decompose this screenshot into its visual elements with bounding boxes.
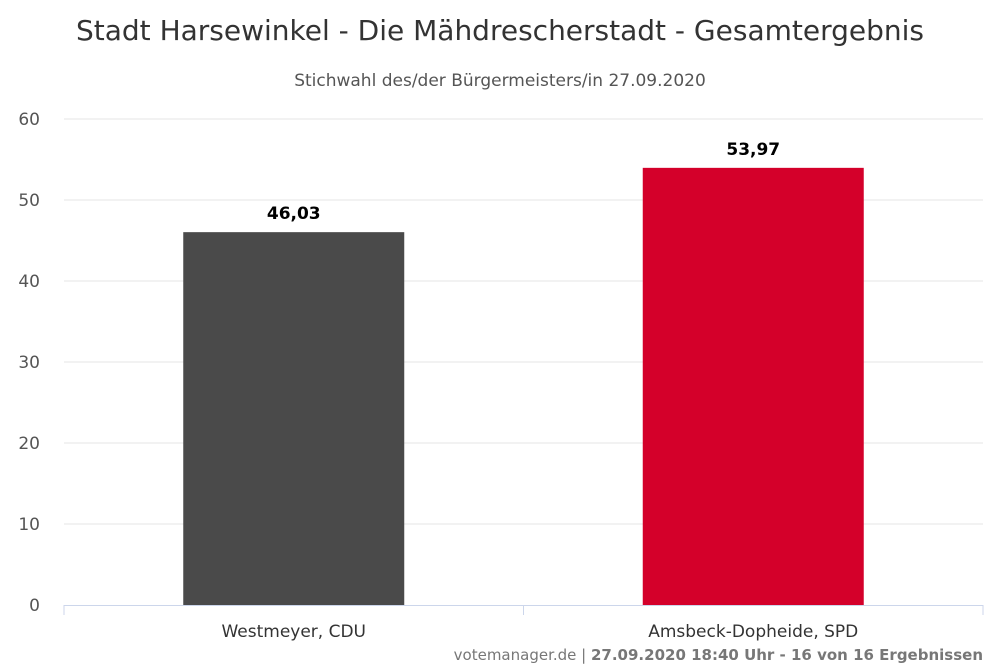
bar[interactable]: [642, 167, 864, 605]
credits-source[interactable]: votemanager.de: [454, 646, 577, 664]
y-tick-label: 0: [29, 596, 40, 616]
y-tick-label: 30: [18, 353, 40, 373]
y-axis-ticks: 0 10 20 30 40 50 60: [18, 110, 40, 616]
x-tick-label: Westmeyer, CDU: [221, 622, 366, 642]
y-tick-label: 60: [18, 110, 40, 130]
y-tick-label: 50: [18, 191, 40, 211]
y-tick-label: 20: [18, 434, 40, 454]
y-tick-label: 40: [18, 272, 40, 292]
y-tick-label: 10: [18, 515, 40, 535]
credits: votemanager.de | 27.09.2020 18:40 Uhr - …: [454, 646, 983, 664]
credits-status: 27.09.2020 18:40 Uhr - 16 von 16 Ergebni…: [591, 646, 983, 664]
credits-separator: |: [576, 646, 591, 664]
bar[interactable]: [183, 232, 405, 606]
x-tick-label: Amsbeck-Dopheide, SPD: [648, 622, 858, 642]
x-axis: Westmeyer, CDU Amsbeck-Dopheide, SPD: [63, 605, 984, 642]
bars: 46,03 53,97: [183, 140, 864, 606]
data-label: 46,03: [267, 204, 321, 224]
chart-subtitle: Stichwahl des/der Bürgermeisters/in 27.0…: [294, 71, 706, 91]
chart-title: Stadt Harsewinkel - Die Mähdrescherstadt…: [76, 14, 924, 47]
data-label: 53,97: [726, 140, 780, 160]
